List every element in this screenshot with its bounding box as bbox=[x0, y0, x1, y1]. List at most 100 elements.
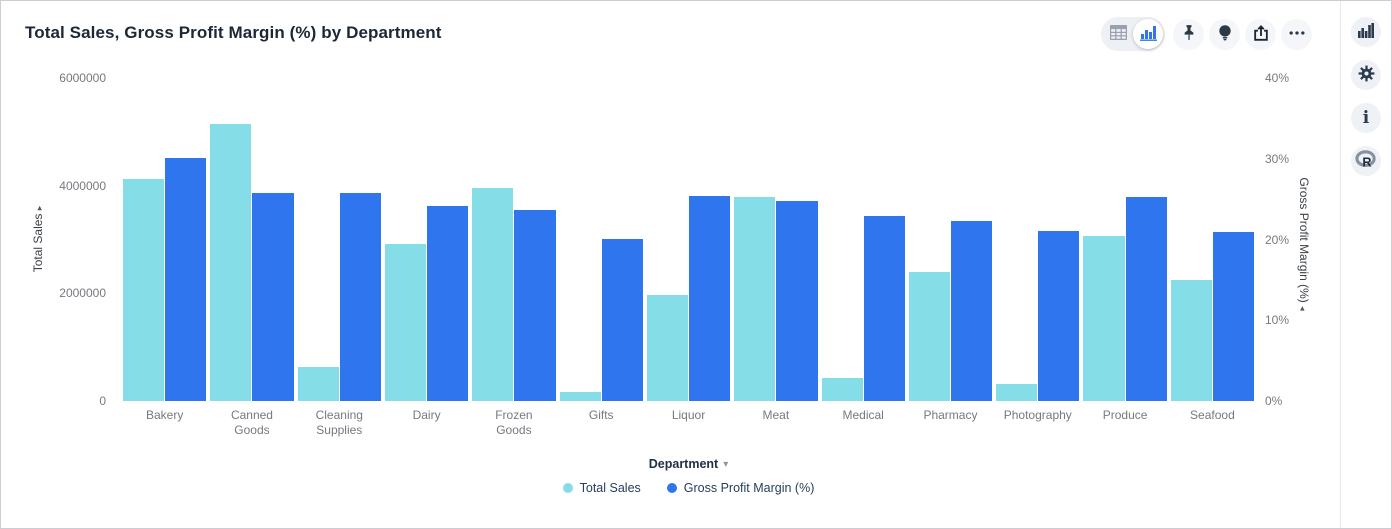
axis-tick-label: 4000000 bbox=[59, 178, 106, 193]
bar-gpm[interactable] bbox=[1125, 196, 1167, 401]
x-axis-category-label: Meat bbox=[762, 408, 790, 422]
bar-gpm[interactable] bbox=[601, 238, 643, 401]
r-logo-icon: R bbox=[1355, 150, 1377, 172]
bar-sales[interactable] bbox=[646, 294, 689, 401]
legend: Total Sales Gross Profit Margin (%) bbox=[121, 481, 1256, 495]
chevron-down-icon: ▾ bbox=[723, 458, 729, 470]
share-icon bbox=[1251, 23, 1271, 46]
left-axis-ticks: 6000000 4000000 2000000 0 bbox=[41, 71, 106, 408]
bar-sales[interactable] bbox=[1170, 279, 1212, 401]
bar-gpm[interactable] bbox=[950, 220, 993, 401]
bar-sales[interactable] bbox=[297, 367, 339, 401]
bar-group bbox=[121, 78, 208, 401]
table-icon bbox=[1109, 24, 1127, 43]
legend-label: Total Sales bbox=[579, 481, 641, 495]
bar-sales[interactable] bbox=[821, 377, 863, 401]
bar-sales[interactable] bbox=[123, 178, 165, 401]
bar-gpm[interactable] bbox=[689, 195, 731, 401]
bar-sales[interactable] bbox=[1083, 236, 1125, 401]
bar-sales[interactable] bbox=[472, 187, 514, 401]
bar-group bbox=[296, 78, 383, 401]
bar-gpm[interactable] bbox=[514, 210, 556, 401]
settings-button[interactable] bbox=[1351, 60, 1381, 90]
plot-area bbox=[121, 78, 1256, 401]
bar-group bbox=[1169, 78, 1256, 401]
bar-gpm[interactable] bbox=[165, 157, 207, 401]
bar-gpm[interactable] bbox=[252, 192, 294, 401]
x-axis-category-label: Canned Goods bbox=[230, 408, 273, 437]
sidebar-divider bbox=[1340, 1, 1341, 528]
axis-tick-label: 10% bbox=[1265, 313, 1290, 328]
pin-button[interactable] bbox=[1173, 18, 1204, 50]
bar-group bbox=[645, 78, 732, 401]
table-view-button[interactable] bbox=[1103, 19, 1133, 49]
axis-tick-label: 2000000 bbox=[59, 286, 106, 301]
r-analysis-button[interactable]: R bbox=[1351, 146, 1381, 176]
x-axis-category-label: Medical bbox=[842, 408, 884, 422]
x-axis-category-label: Frozen Goods bbox=[495, 408, 533, 437]
pin-icon bbox=[1179, 23, 1199, 46]
bar-group bbox=[470, 78, 557, 401]
bar-group bbox=[208, 78, 295, 401]
x-axis-category-label: Bakery bbox=[145, 408, 184, 422]
x-axis-category-label: Pharmacy bbox=[923, 408, 978, 422]
axis-tick-label: 20% bbox=[1265, 232, 1290, 247]
bar-sales[interactable] bbox=[908, 271, 950, 401]
gear-icon bbox=[1357, 64, 1376, 86]
axis-tick-label: 40% bbox=[1265, 71, 1290, 85]
legend-item-total-sales[interactable]: Total Sales bbox=[562, 481, 641, 495]
bar-group bbox=[994, 78, 1081, 401]
page-title: Total Sales, Gross Profit Margin (%) by … bbox=[25, 23, 442, 42]
x-axis-control[interactable]: Department ▾ bbox=[121, 457, 1256, 471]
axis-tick-label: 6000000 bbox=[59, 71, 106, 85]
bar-sales[interactable] bbox=[734, 196, 776, 401]
lightbulb-icon bbox=[1215, 23, 1235, 46]
x-axis-category-label: Produce bbox=[1102, 408, 1148, 422]
bar-gpm[interactable] bbox=[339, 193, 381, 401]
column-chart-icon bbox=[1358, 23, 1374, 41]
bar-sales[interactable] bbox=[559, 391, 601, 401]
bar-gpm[interactable] bbox=[776, 200, 818, 401]
bar-gpm[interactable] bbox=[1038, 230, 1080, 401]
bar-group bbox=[907, 78, 994, 401]
x-axis-label[interactable]: Department bbox=[648, 457, 719, 471]
ellipsis-icon bbox=[1287, 23, 1307, 46]
x-axis-category-label: Seafood bbox=[1190, 408, 1235, 422]
legend-dot bbox=[666, 483, 677, 493]
bar-group bbox=[383, 78, 470, 401]
bar-gpm[interactable] bbox=[1212, 232, 1255, 401]
legend-label: Gross Profit Margin (%) bbox=[683, 481, 815, 495]
share-button[interactable] bbox=[1245, 18, 1276, 50]
x-axis-category-label: Photography bbox=[1003, 408, 1072, 422]
bar-group bbox=[1081, 78, 1168, 401]
toolbar bbox=[1101, 16, 1312, 52]
chart-config-button[interactable] bbox=[1351, 17, 1381, 47]
bar-gpm[interactable] bbox=[427, 205, 469, 401]
bar-gpm[interactable] bbox=[863, 216, 905, 401]
x-axis-category-label: Gifts bbox=[588, 408, 614, 422]
chart-view-button[interactable] bbox=[1133, 19, 1163, 49]
info-icon: i bbox=[1362, 107, 1370, 128]
bar-group bbox=[732, 78, 819, 401]
bar-sales[interactable] bbox=[996, 383, 1038, 401]
axis-caret-icon: ◂ bbox=[1298, 306, 1308, 311]
legend-item-gpm[interactable]: Gross Profit Margin (%) bbox=[666, 481, 815, 495]
right-sidebar: i R bbox=[1341, 1, 1391, 528]
bar-group bbox=[558, 78, 645, 401]
axis-tick-label: 0% bbox=[1265, 394, 1283, 408]
insights-button[interactable] bbox=[1209, 18, 1240, 50]
bar-chart-icon bbox=[1139, 25, 1157, 44]
axis-tick-label: 30% bbox=[1265, 151, 1290, 166]
bar-sales[interactable] bbox=[384, 244, 427, 401]
svg-text:R: R bbox=[1362, 155, 1371, 169]
bar-group bbox=[820, 78, 907, 401]
right-axis-title[interactable]: Gross Profit Margin (%) ◂ bbox=[1297, 177, 1311, 311]
legend-dot bbox=[562, 483, 573, 493]
x-axis-labels: Bakery Canned Goods Cleaning Supplies Dairy… bbox=[121, 408, 1256, 438]
view-toggle bbox=[1101, 17, 1165, 51]
more-options-button[interactable] bbox=[1281, 18, 1312, 50]
axis-tick-label: 0 bbox=[99, 394, 106, 408]
bar-sales[interactable] bbox=[210, 124, 252, 401]
info-button[interactable]: i bbox=[1351, 103, 1381, 133]
